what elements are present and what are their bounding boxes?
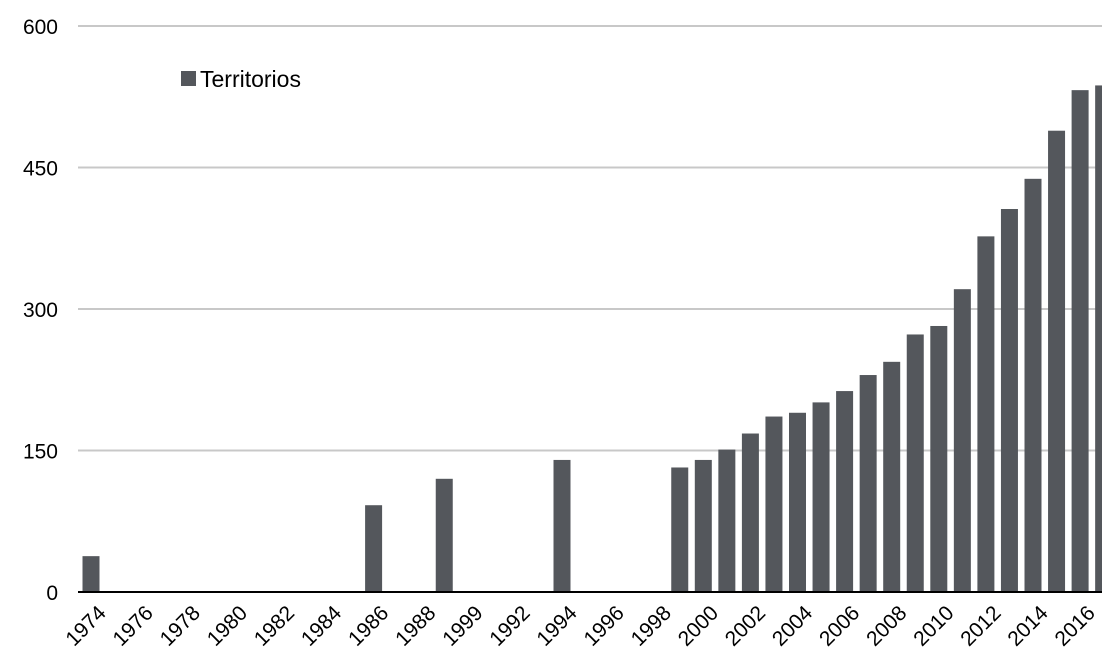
bar-1994 — [553, 459, 571, 592]
x-tick-label: 2014 — [1003, 601, 1053, 651]
bar-2003 — [765, 416, 783, 592]
bars — [82, 85, 1102, 593]
x-tick-label: 1998 — [627, 601, 676, 650]
bar-2012 — [977, 236, 995, 592]
bar-1989 — [435, 478, 453, 592]
x-axis-ticks: 1974197619781980198219841986198819991992… — [61, 601, 1099, 651]
x-tick-label: 2004 — [768, 601, 818, 651]
x-tick-label: 1996 — [580, 601, 629, 650]
bar-2006 — [836, 391, 854, 592]
bar-2001 — [718, 449, 736, 592]
bar-2017 — [1095, 85, 1102, 593]
x-tick-label: 2000 — [674, 601, 723, 650]
bar-2011 — [953, 289, 971, 592]
bar-2010 — [930, 325, 948, 592]
x-tick-label: 1974 — [61, 601, 111, 651]
x-tick-label: 2006 — [815, 601, 864, 650]
y-tick-label: 600 — [23, 16, 58, 39]
legend: Territorios — [181, 66, 301, 92]
legend-label-territorios: Territorios — [200, 66, 301, 92]
x-tick-label: 1976 — [109, 601, 158, 650]
x-tick-label: 2002 — [721, 601, 770, 650]
bar-1999 — [671, 467, 689, 592]
x-tick-label: 1978 — [156, 601, 205, 650]
bar-2007 — [859, 375, 877, 592]
legend-swatch-territorios — [181, 71, 196, 86]
x-tick-label: 2008 — [862, 601, 911, 650]
x-tick-label: 2012 — [956, 601, 1005, 650]
x-tick-label: 1982 — [250, 601, 299, 650]
bar-2008 — [883, 361, 901, 592]
x-tick-label: 1980 — [203, 601, 252, 650]
bar-2009 — [906, 334, 924, 592]
bar-2000 — [694, 459, 712, 592]
bar-2005 — [812, 402, 830, 592]
bar-2013 — [1000, 209, 1018, 593]
x-tick-label: 2016 — [1051, 601, 1100, 650]
bar-2002 — [741, 433, 759, 592]
x-tick-label: 1986 — [344, 601, 393, 650]
bar-2004 — [789, 412, 806, 592]
y-tick-label: 450 — [23, 158, 58, 181]
bar-2014 — [1024, 178, 1042, 592]
y-tick-label: 300 — [23, 299, 58, 322]
y-tick-label: 0 — [46, 582, 58, 605]
y-tick-label: 150 — [23, 441, 58, 464]
bar-1974 — [82, 556, 100, 592]
bar-2015 — [1048, 130, 1066, 592]
x-tick-label: 1984 — [297, 601, 347, 651]
x-tick-label: 1994 — [532, 601, 582, 651]
bar-1986 — [365, 505, 383, 592]
y-axis-ticks: 0 150 300 450 600 — [23, 16, 58, 605]
x-tick-label: 1988 — [391, 601, 440, 650]
x-tick-label: 1992 — [485, 601, 534, 650]
x-tick-label: 1999 — [438, 601, 487, 650]
bar-2016 — [1071, 90, 1089, 592]
x-tick-label: 2010 — [909, 601, 958, 650]
